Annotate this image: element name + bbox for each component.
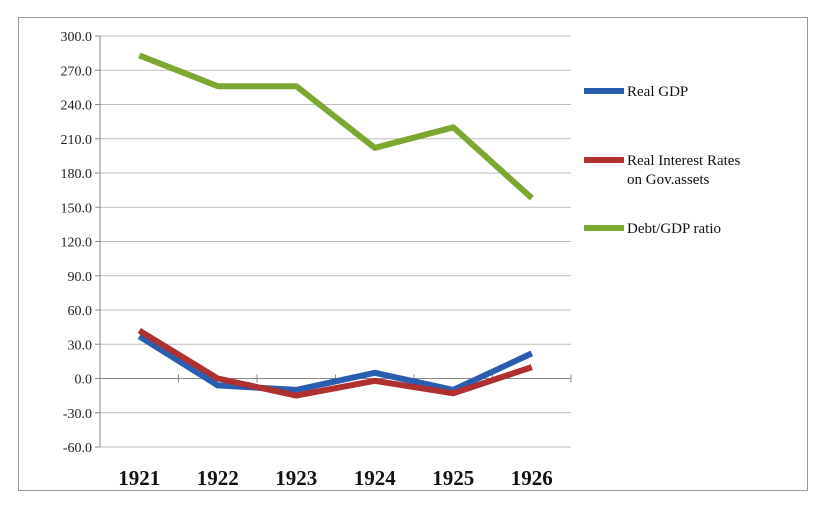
y-tick-label: -60.0 (63, 441, 92, 456)
x-tick-label: 1923 (275, 466, 317, 490)
y-tick-label: -30.0 (63, 407, 92, 422)
x-tick-label: 1924 (354, 466, 397, 490)
y-tick-label: 90.0 (68, 270, 93, 285)
y-tick-label: 150.0 (61, 201, 93, 216)
series-lines (137, 52, 534, 399)
y-tick-label: 180.0 (61, 167, 93, 182)
y-tick-label: 120.0 (61, 236, 93, 251)
y-tick-label: 60.0 (68, 304, 93, 319)
y-tick-label: 240.0 (61, 99, 93, 114)
x-tick-label: 1925 (432, 466, 474, 490)
series-line-debt-gdp-ratio (138, 52, 534, 201)
y-tick-label: 30.0 (68, 338, 93, 353)
x-tick-label: 1922 (197, 466, 239, 490)
legend-label: Real Interest Rates (627, 153, 740, 169)
series-line-real-gdp (137, 333, 534, 393)
legend-label: Debt/GDP ratio (627, 221, 721, 237)
y-tick-label: 0.0 (75, 373, 93, 388)
y-tick-labels: 300.0 270.0 240.0 210.0 180.0 150.0 120.0 90.0 6… (61, 30, 93, 456)
legend-label: on Gov.assets (627, 172, 710, 188)
y-tick-label: 210.0 (61, 133, 93, 148)
y-tick-label: 270.0 (61, 64, 93, 79)
legend-item: Real Interest Rates on Gov.assets (584, 153, 740, 188)
x-tick-labels: 1921 1922 1923 1924 1925 1926 (118, 466, 553, 490)
legend-label: Real GDP (627, 84, 688, 100)
legend-item: Debt/GDP ratio (584, 221, 721, 237)
legend-item: Real GDP (584, 84, 688, 100)
legend: Real GDP Real Interest Rates on Gov.assets… (584, 84, 740, 237)
y-tick-label: 300.0 (61, 30, 93, 45)
series-line-real-interest-rates-on-gov-assets (137, 328, 533, 399)
chart-frame (18, 17, 808, 491)
x-tick-label: 1921 (118, 466, 160, 490)
x-tick-label: 1926 (511, 466, 553, 490)
